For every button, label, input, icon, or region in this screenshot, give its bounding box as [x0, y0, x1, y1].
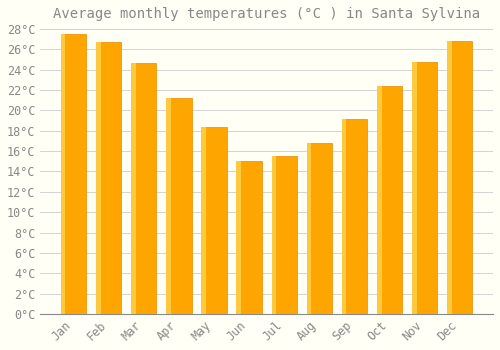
Bar [272, 156, 297, 314]
Bar [342, 119, 367, 314]
Title: Average monthly temperatures (°C ) in Santa Sylvina: Average monthly temperatures (°C ) in Sa… [53, 7, 480, 21]
Bar [342, 119, 346, 314]
Bar [61, 34, 66, 314]
Bar [236, 161, 262, 314]
Bar [202, 127, 226, 314]
Bar [447, 41, 472, 314]
Bar [412, 62, 438, 314]
Bar [166, 98, 171, 314]
Bar [306, 143, 312, 314]
Bar [377, 86, 382, 314]
Bar [131, 63, 136, 314]
Bar [377, 86, 402, 314]
Bar [412, 62, 416, 314]
Bar [166, 98, 192, 314]
Bar [306, 143, 332, 314]
Bar [96, 42, 100, 314]
Bar [236, 161, 241, 314]
Bar [202, 127, 206, 314]
Bar [447, 41, 452, 314]
Bar [96, 42, 122, 314]
Bar [61, 34, 86, 314]
Bar [272, 156, 276, 314]
Bar [131, 63, 156, 314]
